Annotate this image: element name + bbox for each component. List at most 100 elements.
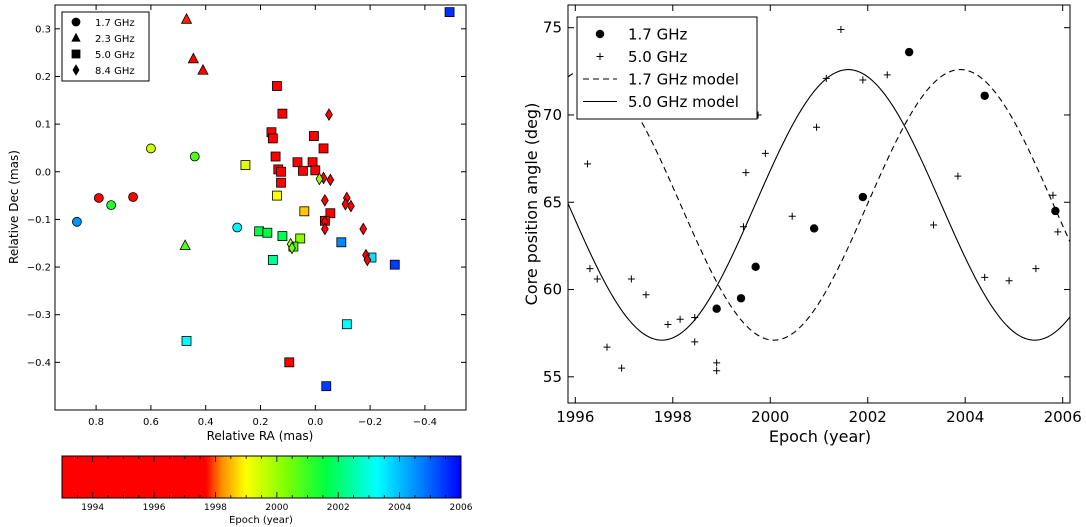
point-square — [181, 336, 192, 346]
point-5-0ghz — [618, 364, 626, 372]
point-circle — [189, 151, 200, 162]
point-5-0ghz — [1005, 277, 1013, 285]
point-square — [310, 165, 321, 176]
epoch-colorbar: 1994 1996 1998 2000 2002 2004 2006 Epoch (year… — [61, 455, 473, 526]
left-y-tick-label: −0.1 — [27, 215, 51, 226]
point-1-7ghz — [736, 294, 746, 303]
colorbar-label: Epoch (year) — [229, 515, 293, 526]
point-square — [336, 237, 347, 248]
point-1-7ghz — [980, 91, 989, 100]
point-circle — [93, 193, 104, 203]
point-square — [292, 157, 303, 168]
right-x-tick-label: 2006 — [1044, 408, 1082, 426]
point-1-7ghz — [712, 304, 721, 313]
point-square — [298, 165, 308, 176]
point-diamond — [315, 172, 324, 186]
point-square — [272, 81, 282, 91]
left-y-tick-label: −0.3 — [27, 310, 51, 321]
point-5-0ghz — [837, 25, 845, 33]
point-diamond — [288, 241, 296, 255]
point-diamond — [347, 199, 355, 213]
left-x-tick-label: 0.0 — [307, 417, 323, 428]
point-circle — [145, 143, 156, 154]
left-legend-label: 1.7 GHz — [95, 18, 135, 29]
point-square — [277, 108, 288, 119]
point-diamond — [341, 197, 350, 211]
legend-circle-icon — [595, 29, 605, 39]
point-square — [277, 231, 288, 241]
right-x-tick-label: 2002 — [849, 408, 887, 426]
point-square — [267, 255, 278, 265]
left-x-tick-label: −0.2 — [358, 417, 382, 428]
point-5-0ghz — [713, 367, 721, 375]
point-5-0ghz — [1054, 228, 1062, 236]
colorbar-tick-label: 1998 — [204, 503, 227, 513]
point-5-0ghz — [586, 265, 594, 273]
left-x-axis-label: Relative RA (mas) — [207, 429, 314, 443]
model-1-7ghz-line — [568, 69, 1070, 341]
point-5-0ghz — [1049, 191, 1057, 199]
point-5-0ghz — [930, 221, 938, 229]
right-axis-ticks: 1996 1998 2000 2002 2004 2006 55 60 65 70 75 — [543, 5, 1082, 426]
right-y-tick-label: 65 — [543, 193, 562, 211]
colorbar-tick-label: 2000 — [265, 503, 288, 513]
point-circle — [72, 216, 82, 227]
point-square — [325, 208, 336, 219]
point-1-7ghz — [904, 47, 914, 57]
point-circle — [232, 222, 243, 233]
point-square — [389, 259, 400, 270]
colorbar-gradient — [61, 455, 462, 499]
point-5-0ghz — [642, 291, 650, 299]
point-diamond — [363, 253, 372, 267]
left-y-axis-label: Relative Dec (mas) — [7, 150, 21, 264]
point-square — [318, 143, 329, 154]
point-circle — [128, 192, 138, 202]
point-1-7ghz — [809, 224, 819, 233]
point-square — [262, 227, 273, 238]
left-x-tick-label: −0.4 — [413, 417, 437, 428]
left-y-tick-label: 0.2 — [35, 72, 51, 83]
point-5-0ghz — [676, 315, 684, 323]
legend-triangle-icon — [71, 32, 81, 42]
point-square — [276, 177, 286, 188]
point-5-0ghz — [593, 275, 601, 283]
colorbar-ticks: 1994 1996 1998 2000 2002 2004 2006 — [61, 456, 473, 513]
point-square — [299, 206, 310, 217]
point-5-0ghz — [813, 123, 821, 131]
point-5-0ghz — [788, 212, 796, 220]
left-y-tick-label: 0.0 — [35, 167, 51, 178]
legend-diamond-icon — [72, 64, 80, 76]
point-5-0ghz — [691, 338, 699, 346]
right-x-tick-label: 1998 — [654, 408, 692, 426]
point-triangle — [187, 52, 200, 64]
legend-circle-icon — [71, 17, 81, 27]
legend-square-icon — [71, 49, 81, 59]
colorbar-tick-label: 2002 — [327, 503, 350, 513]
point-1-7ghz — [858, 192, 868, 202]
point-circle — [106, 200, 117, 211]
position-angle-panel: 1996 1998 2000 2002 2004 2006 55 60 65 70 75 Epoch… — [522, 4, 1082, 446]
right-y-axis-label: Core position angle (deg) — [522, 103, 541, 306]
point-5-0ghz — [603, 343, 611, 351]
point-5-0ghz — [981, 273, 989, 281]
point-square — [276, 166, 286, 177]
point-5-0ghz — [664, 320, 672, 328]
point-square — [341, 319, 352, 330]
point-5-0ghz — [761, 149, 769, 157]
colorbar-tick-label: 2004 — [388, 503, 411, 513]
left-y-tick-label: 0.3 — [35, 24, 51, 35]
point-diamond — [321, 193, 329, 207]
left-x-tick-label: 0.6 — [143, 417, 159, 428]
left-x-tick-label: 0.2 — [253, 417, 269, 428]
point-square — [267, 133, 278, 144]
legend-plus-icon — [596, 53, 604, 60]
right-y-tick-label: 60 — [543, 281, 562, 299]
point-square — [270, 151, 281, 162]
right-x-tick-label: 2000 — [751, 408, 789, 426]
right-y-tick-label: 70 — [543, 106, 562, 124]
point-square — [272, 190, 282, 201]
colorbar-tick-label: 1994 — [81, 503, 104, 513]
right-legend-label: 1.7 GHz model — [628, 71, 739, 89]
point-5-0ghz — [883, 71, 891, 79]
